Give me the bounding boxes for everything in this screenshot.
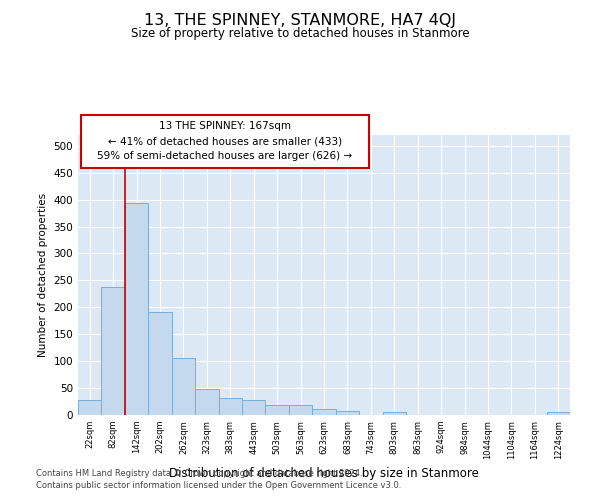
Bar	[547, 412, 570, 415]
Text: 13, THE SPINNEY, STANMORE, HA7 4QJ: 13, THE SPINNEY, STANMORE, HA7 4QJ	[144, 12, 456, 28]
Bar	[265, 406, 289, 415]
Bar	[195, 389, 218, 415]
Bar	[336, 410, 359, 415]
Bar	[289, 406, 312, 415]
Bar	[101, 288, 125, 415]
Bar	[172, 358, 195, 415]
Text: ← 41% of detached houses are smaller (433): ← 41% of detached houses are smaller (43…	[108, 136, 342, 146]
Text: 59% of semi-detached houses are larger (626) →: 59% of semi-detached houses are larger (…	[97, 151, 353, 161]
Bar	[78, 400, 101, 415]
Bar	[148, 312, 172, 415]
X-axis label: Distribution of detached houses by size in Stanmore: Distribution of detached houses by size …	[169, 467, 479, 480]
Bar	[383, 412, 406, 415]
Text: Contains HM Land Registry data © Crown copyright and database right 2024.: Contains HM Land Registry data © Crown c…	[36, 468, 362, 477]
Text: Contains public sector information licensed under the Open Government Licence v3: Contains public sector information licen…	[36, 481, 401, 490]
Bar	[312, 408, 336, 415]
Bar	[218, 398, 242, 415]
Y-axis label: Number of detached properties: Number of detached properties	[38, 193, 48, 357]
Text: 13 THE SPINNEY: 167sqm: 13 THE SPINNEY: 167sqm	[159, 121, 291, 131]
Bar	[242, 400, 265, 415]
Text: Size of property relative to detached houses in Stanmore: Size of property relative to detached ho…	[131, 28, 469, 40]
Bar	[125, 204, 148, 415]
